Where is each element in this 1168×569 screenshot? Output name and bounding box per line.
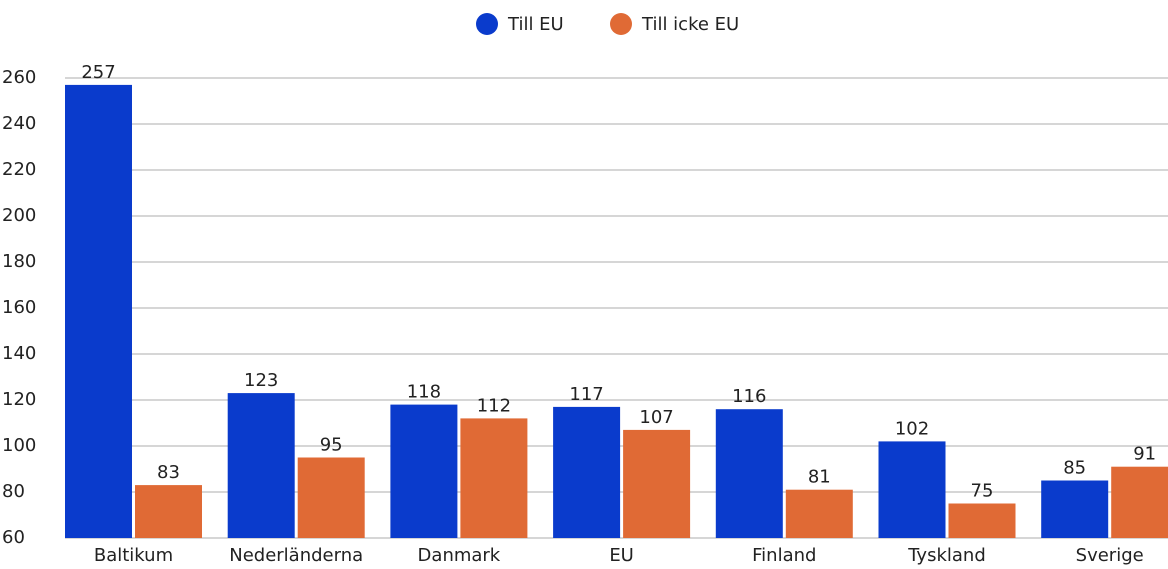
bar	[1111, 466, 1168, 538]
legend-marker	[476, 13, 498, 35]
y-tick-label: 100	[2, 435, 36, 456]
bar	[948, 503, 1016, 538]
y-tick-label: 240	[2, 113, 36, 134]
bar	[135, 485, 202, 538]
bar	[878, 441, 946, 538]
value-label: 116	[732, 386, 766, 407]
value-label: 102	[895, 418, 929, 439]
bar	[1041, 480, 1109, 538]
y-tick-label: 160	[2, 297, 36, 318]
value-label: 75	[971, 481, 994, 502]
y-tick-label: 140	[2, 343, 36, 364]
x-tick-label: Nederländerna	[229, 545, 363, 566]
bar	[553, 406, 621, 538]
x-tick-label: Sverige	[1076, 545, 1144, 566]
y-tick-label: 260	[2, 67, 36, 88]
value-label: 81	[808, 467, 831, 488]
bar	[785, 489, 853, 538]
bar	[623, 429, 691, 538]
value-label: 117	[569, 384, 603, 405]
value-label: 85	[1063, 458, 1086, 479]
bar	[390, 404, 458, 538]
x-tick-label: Tyskland	[907, 545, 986, 566]
bar	[460, 418, 528, 538]
y-tick-label: 80	[2, 481, 25, 502]
x-tick-label: Baltikum	[94, 545, 173, 566]
value-label: 112	[477, 395, 511, 416]
y-tick-label: 120	[2, 389, 36, 410]
y-tick-label: 220	[2, 159, 36, 180]
value-label: 83	[157, 462, 180, 483]
value-label: 123	[244, 370, 278, 391]
legend-label: Till EU	[507, 14, 564, 35]
y-tick-label: 200	[2, 205, 36, 226]
value-label: 257	[81, 62, 115, 83]
bar	[715, 409, 783, 538]
bar	[65, 84, 132, 539]
value-label: 107	[639, 407, 673, 428]
legend-marker	[610, 13, 632, 35]
x-tick-label: Danmark	[418, 545, 501, 566]
x-tick-label: EU	[609, 545, 634, 566]
legend-label: Till icke EU	[641, 14, 739, 35]
bar	[297, 457, 365, 538]
value-label: 95	[320, 435, 343, 456]
value-label: 91	[1133, 444, 1156, 465]
x-tick-label: Finland	[752, 545, 816, 566]
bar	[227, 393, 295, 538]
y-tick-label: 60	[2, 527, 25, 548]
value-label: 118	[407, 382, 441, 403]
y-tick-label: 180	[2, 251, 36, 272]
